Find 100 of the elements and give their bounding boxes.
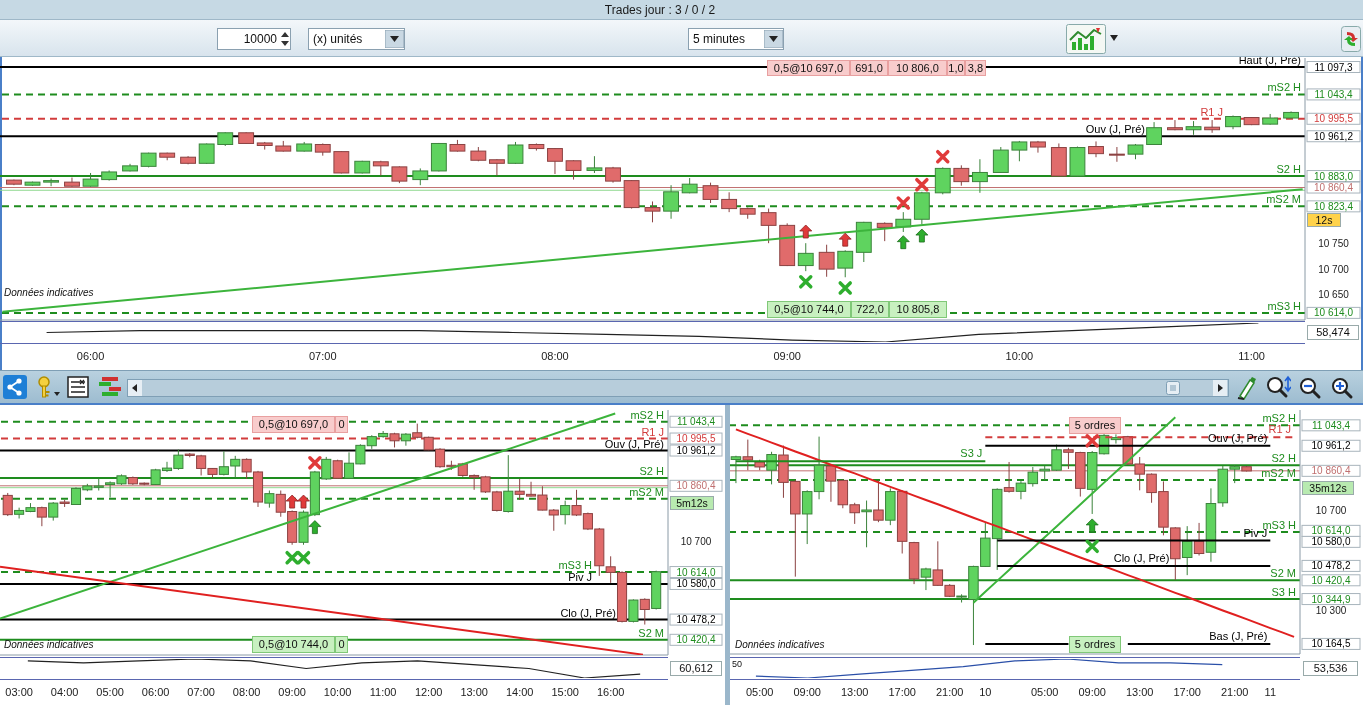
point bbox=[285, 550, 299, 565]
ref-line-label: Clo (J, Pré) bbox=[560, 606, 616, 619]
candlestick bbox=[837, 249, 854, 278]
point bbox=[896, 235, 910, 250]
y-tick-label: 11 043,4 bbox=[1311, 419, 1351, 431]
annotation: 0,5@10 744,0 bbox=[767, 301, 851, 318]
candlestick bbox=[1108, 146, 1125, 163]
candlestick bbox=[400, 432, 411, 447]
dropdown: 5 minutes bbox=[688, 28, 784, 50]
candlestick bbox=[48, 501, 59, 522]
ref-line-label: Ouv (J, Pré) bbox=[604, 437, 664, 450]
candlestick bbox=[43, 178, 60, 187]
y-tick-label: 10 860,4 bbox=[1311, 465, 1351, 477]
annotation: 10 806,0 bbox=[888, 60, 947, 76]
y-tick-label: 10 420,4 bbox=[676, 634, 716, 646]
x-tick-label: 04:00 bbox=[50, 686, 79, 698]
annotation: Données indicatives bbox=[735, 638, 826, 651]
y-tick-label: 11 043,4 bbox=[676, 416, 716, 428]
text: 12s bbox=[1307, 213, 1341, 227]
y-tick-label: 10 700 bbox=[1318, 263, 1350, 275]
y-tick-label: 10 995,5 bbox=[676, 433, 716, 445]
x-tick-label: 09:00 bbox=[278, 686, 306, 698]
x-tick-label: 10:00 bbox=[323, 686, 352, 698]
ref-line-label: mS3 H bbox=[1267, 299, 1302, 312]
ref-line-label: S2 M bbox=[638, 626, 664, 639]
text: 53,536 bbox=[1303, 661, 1358, 676]
text: 60,612 bbox=[670, 661, 722, 676]
series-label: S3 J bbox=[960, 447, 983, 460]
candlestick bbox=[2, 492, 13, 517]
annotation: 5 ordres bbox=[1069, 417, 1121, 434]
y-tick-label: 10 420,4 bbox=[1311, 574, 1351, 586]
point bbox=[308, 456, 322, 470]
annotation: 691,0 bbox=[850, 60, 888, 76]
ref-line-label: S2 M bbox=[1270, 567, 1296, 580]
series-label: R1 J bbox=[1268, 423, 1292, 436]
point bbox=[838, 281, 852, 295]
candlestick bbox=[818, 244, 835, 278]
ref-line-label: mS2 H bbox=[1262, 412, 1297, 425]
x-tick-label: 06:00 bbox=[141, 686, 170, 698]
y-tick-label: 10 860,4 bbox=[1314, 182, 1354, 194]
annotation: 0 bbox=[335, 416, 348, 433]
candlestick bbox=[488, 158, 505, 177]
y-tick-label: 10 164,5 bbox=[1311, 638, 1351, 650]
point bbox=[296, 550, 311, 565]
candlestick bbox=[730, 455, 742, 484]
candlestick bbox=[1181, 525, 1193, 576]
annotation: 722,0 bbox=[851, 301, 889, 318]
x-tick-label: 16:00 bbox=[596, 686, 625, 698]
series-label: Ouv (J, Pré) bbox=[1208, 431, 1268, 444]
x-tick-label: 03:00 bbox=[5, 686, 33, 698]
candlestick bbox=[565, 159, 582, 181]
ref-line-label: R1 J bbox=[1200, 105, 1223, 118]
candlestick bbox=[876, 221, 893, 242]
x-tick-label: 11 bbox=[1264, 686, 1277, 698]
ref-line-label: S2 H bbox=[1271, 452, 1297, 465]
ref-line-label: S3 H bbox=[1271, 586, 1297, 599]
candlestick bbox=[760, 208, 777, 244]
x-tick-label: 17:00 bbox=[1173, 686, 1201, 698]
series-label: Bas (J, Pré) bbox=[1209, 629, 1268, 642]
candlestick bbox=[797, 242, 814, 272]
ref-line-label: R1 J bbox=[641, 425, 664, 438]
dropdown: (x) unités bbox=[308, 28, 405, 50]
point bbox=[915, 177, 929, 192]
candlestick bbox=[992, 146, 1009, 174]
point bbox=[915, 228, 929, 243]
candlestick bbox=[547, 147, 563, 175]
x-tick-label: 21:00 bbox=[935, 686, 964, 698]
ref-line-label: mS2 H bbox=[630, 408, 665, 421]
annotation: 50 bbox=[732, 659, 743, 669]
ref-line-label: Haut (J, Pré) bbox=[1238, 54, 1301, 66]
candlestick bbox=[1167, 119, 1183, 131]
x-tick-label: 13:00 bbox=[840, 686, 869, 698]
x-tick-label: 06:00 bbox=[76, 350, 105, 362]
y-tick-label: 10 961,2 bbox=[1314, 130, 1354, 142]
ref-line-label: mS2 M bbox=[1261, 467, 1296, 480]
candlestick bbox=[861, 500, 872, 548]
candlestick bbox=[721, 191, 738, 213]
y-tick-label: 10 344,9 bbox=[1311, 593, 1351, 605]
x-tick-label: 13:00 bbox=[1125, 686, 1154, 698]
annotation: 3,8 bbox=[965, 60, 986, 76]
x-tick-label: 07:00 bbox=[187, 686, 215, 698]
y-tick-label: 10 580,0 bbox=[1311, 536, 1351, 548]
x-tick-label: 05:00 bbox=[1030, 686, 1059, 698]
y-tick-label: 10 614,0 bbox=[1314, 307, 1354, 319]
candlestick bbox=[971, 158, 988, 194]
candlestick bbox=[644, 200, 661, 223]
x-tick-label: 10 bbox=[979, 686, 992, 698]
annotation: 10 805,8 bbox=[889, 301, 947, 318]
point bbox=[799, 275, 813, 289]
number-field: 10000 bbox=[217, 28, 291, 50]
ref-line-label: mS3 H bbox=[558, 559, 593, 572]
annotation: 1,0 bbox=[947, 60, 965, 76]
y-tick-label: 10 580,0 bbox=[676, 578, 716, 590]
candlestick bbox=[953, 164, 970, 187]
x-tick-label: 17:00 bbox=[888, 686, 916, 698]
y-tick-label: 10 700 bbox=[680, 536, 712, 548]
annotation: Données indicatives bbox=[4, 286, 95, 299]
candlestick bbox=[1003, 461, 1015, 494]
ref-line-label: Ouv (J, Pré) bbox=[1085, 123, 1145, 136]
candlestick bbox=[560, 500, 571, 525]
